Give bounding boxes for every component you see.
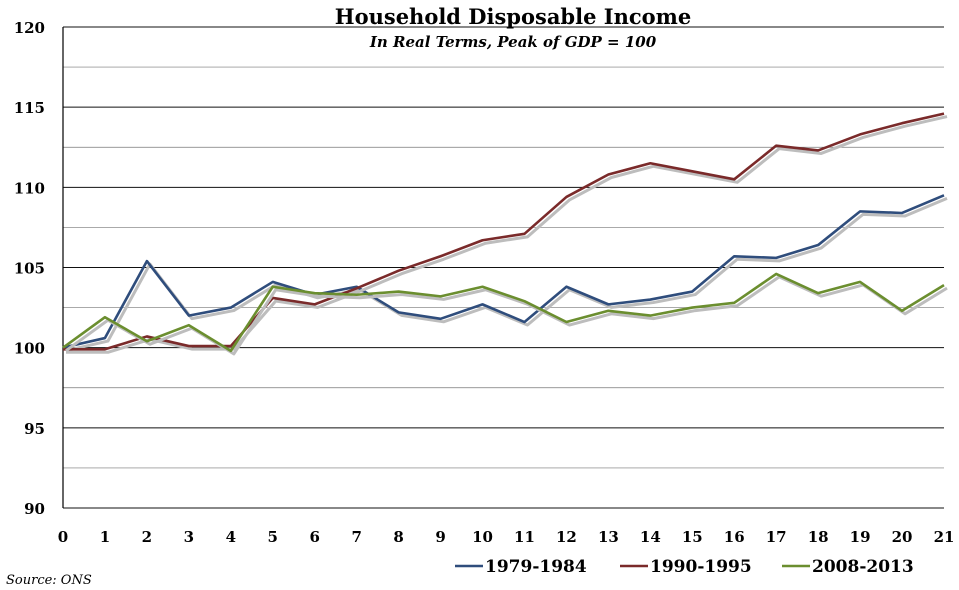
gridlines (63, 26, 944, 509)
legend-label: 2008-2013 (812, 557, 914, 577)
legend-label: 1990-1995 (650, 557, 752, 577)
source-note: Source: ONS (6, 573, 92, 588)
series-2008-2013 (62, 272, 948, 356)
y-tick-label: 105 (14, 260, 45, 278)
x-tick-label: 13 (598, 528, 619, 546)
y-tick-label: 90 (24, 500, 45, 518)
x-tick-label: 15 (682, 528, 703, 546)
x-tick-label: 20 (892, 528, 913, 546)
x-tick-label: 16 (724, 528, 745, 546)
x-tick-label: 6 (309, 528, 319, 546)
y-tick-label: 100 (14, 340, 45, 358)
series-shadow (66, 115, 948, 354)
x-tick-label: 7 (351, 528, 361, 546)
x-tick-label: 14 (640, 528, 661, 546)
x-tick-label: 21 (934, 528, 955, 546)
x-tick-label: 18 (808, 528, 829, 546)
series-1979-1984 (62, 194, 948, 353)
y-tick-label: 110 (14, 179, 45, 197)
legend-item-1979-1984: 1979-1984 (455, 557, 587, 577)
x-tick-label: 4 (226, 528, 236, 546)
x-tick-label: 10 (472, 528, 493, 546)
x-tick-labels: 0 1 2 3 4 5 6 7 8 9 10 11 12 13 14 15 16 17 18 19 20 21 (58, 528, 955, 546)
series-lines (62, 112, 948, 356)
legend: 1979-1984 1990-1995 2008-2013 (455, 557, 914, 577)
x-tick-label: 19 (850, 528, 871, 546)
chart-title: Household Disposable Income (335, 4, 691, 29)
y-tick-label: 120 (14, 19, 45, 37)
x-tick-label: 8 (393, 528, 403, 546)
y-tick-labels: 90 95 100 105 110 115 120 (14, 19, 45, 518)
x-tick-label: 5 (268, 528, 278, 546)
legend-label: 1979-1984 (485, 557, 587, 577)
x-tick-label: 11 (514, 528, 535, 546)
series-1990-1995 (63, 112, 948, 354)
legend-item-1990-1995: 1990-1995 (620, 557, 752, 577)
series-line (63, 112, 945, 351)
chart-subtitle: In Real Terms, Peak of GDP = 100 (369, 33, 657, 51)
x-tick-label: 3 (184, 528, 194, 546)
series-line (62, 194, 945, 349)
x-tick-label: 9 (435, 528, 445, 546)
x-tick-label: 1 (100, 528, 110, 546)
x-tick-label: 17 (766, 528, 787, 546)
series-line (62, 272, 945, 353)
y-tick-label: 95 (24, 420, 45, 438)
y-tick-label: 115 (14, 99, 45, 117)
x-tick-label: 12 (556, 528, 577, 546)
legend-item-2008-2013: 2008-2013 (782, 557, 914, 577)
x-tick-label: 2 (142, 528, 152, 546)
series-shadow (65, 196, 948, 353)
x-tick-label: 0 (58, 528, 68, 546)
